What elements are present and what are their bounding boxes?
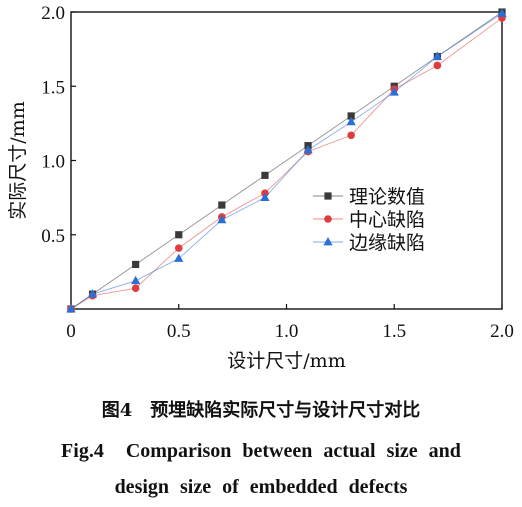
data-point (131, 275, 141, 285)
x-tick-label: 0.5 (167, 321, 191, 342)
caption-english-line-1: Fig.4 Comparison between actual size and (0, 440, 522, 463)
x-axis-label: 设计尺寸/mm (227, 350, 345, 372)
data-point (87, 289, 98, 298)
series-1 (67, 8, 506, 313)
legend-label: 中心缺陷 (349, 209, 425, 231)
x-tick-label: 1.0 (275, 321, 299, 342)
legend-marker (324, 215, 332, 223)
caption-title-en-2: design size of embedded defects (114, 476, 408, 498)
y-tick-label: 2.0 (41, 3, 65, 24)
data-point (346, 116, 356, 126)
data-point (131, 284, 140, 293)
data-point (261, 171, 269, 179)
data-point (347, 131, 355, 140)
y-axis-label: 实际尺寸/mm (7, 101, 29, 219)
data-point (432, 51, 442, 60)
data-point (389, 87, 399, 96)
legend-marker (324, 192, 332, 200)
x-tick-label: 1.5 (382, 321, 406, 342)
data-point (303, 145, 313, 154)
series-3 (66, 8, 507, 313)
legend-label: 理论数值 (349, 186, 425, 208)
caption-title-en-1: Comparison between actual size and (125, 440, 461, 462)
data-point (433, 61, 442, 70)
data-point (66, 304, 76, 313)
caption-title-cn: 预埋缺陷实际尺寸与设计尺寸对比 (150, 400, 421, 421)
caption-figure-number-cn: 图4 (101, 400, 133, 421)
data-point (174, 253, 184, 262)
data-point (174, 244, 183, 252)
caption-figure-number-en: Fig.4 (61, 440, 104, 462)
data-point (218, 201, 226, 209)
legend-marker (323, 237, 333, 246)
legend-label: 边缘缺陷 (349, 232, 425, 254)
data-point (260, 192, 270, 202)
data-point (347, 112, 355, 120)
x-tick-label: 2.0 (490, 321, 514, 342)
data-point (497, 8, 507, 17)
x-tick-label: 0 (66, 321, 76, 342)
line-chart: 0 0.5 1.0 1.5 2.0 0.5 1.0 1.5 2.0 设计尺寸/mm 实际尺寸/mm 理… (7, 3, 514, 372)
caption-english-line-2: design size of embedded defects (0, 476, 522, 499)
data-point (175, 231, 183, 239)
y-tick-label: 1.0 (41, 152, 65, 173)
data-point (132, 260, 140, 269)
y-tick-label: 1.5 (41, 77, 65, 98)
y-tick-label: 0.5 (41, 226, 65, 247)
caption-chinese: 图4 预埋缺陷实际尺寸与设计尺寸对比 (0, 396, 522, 422)
data-point (217, 214, 227, 224)
